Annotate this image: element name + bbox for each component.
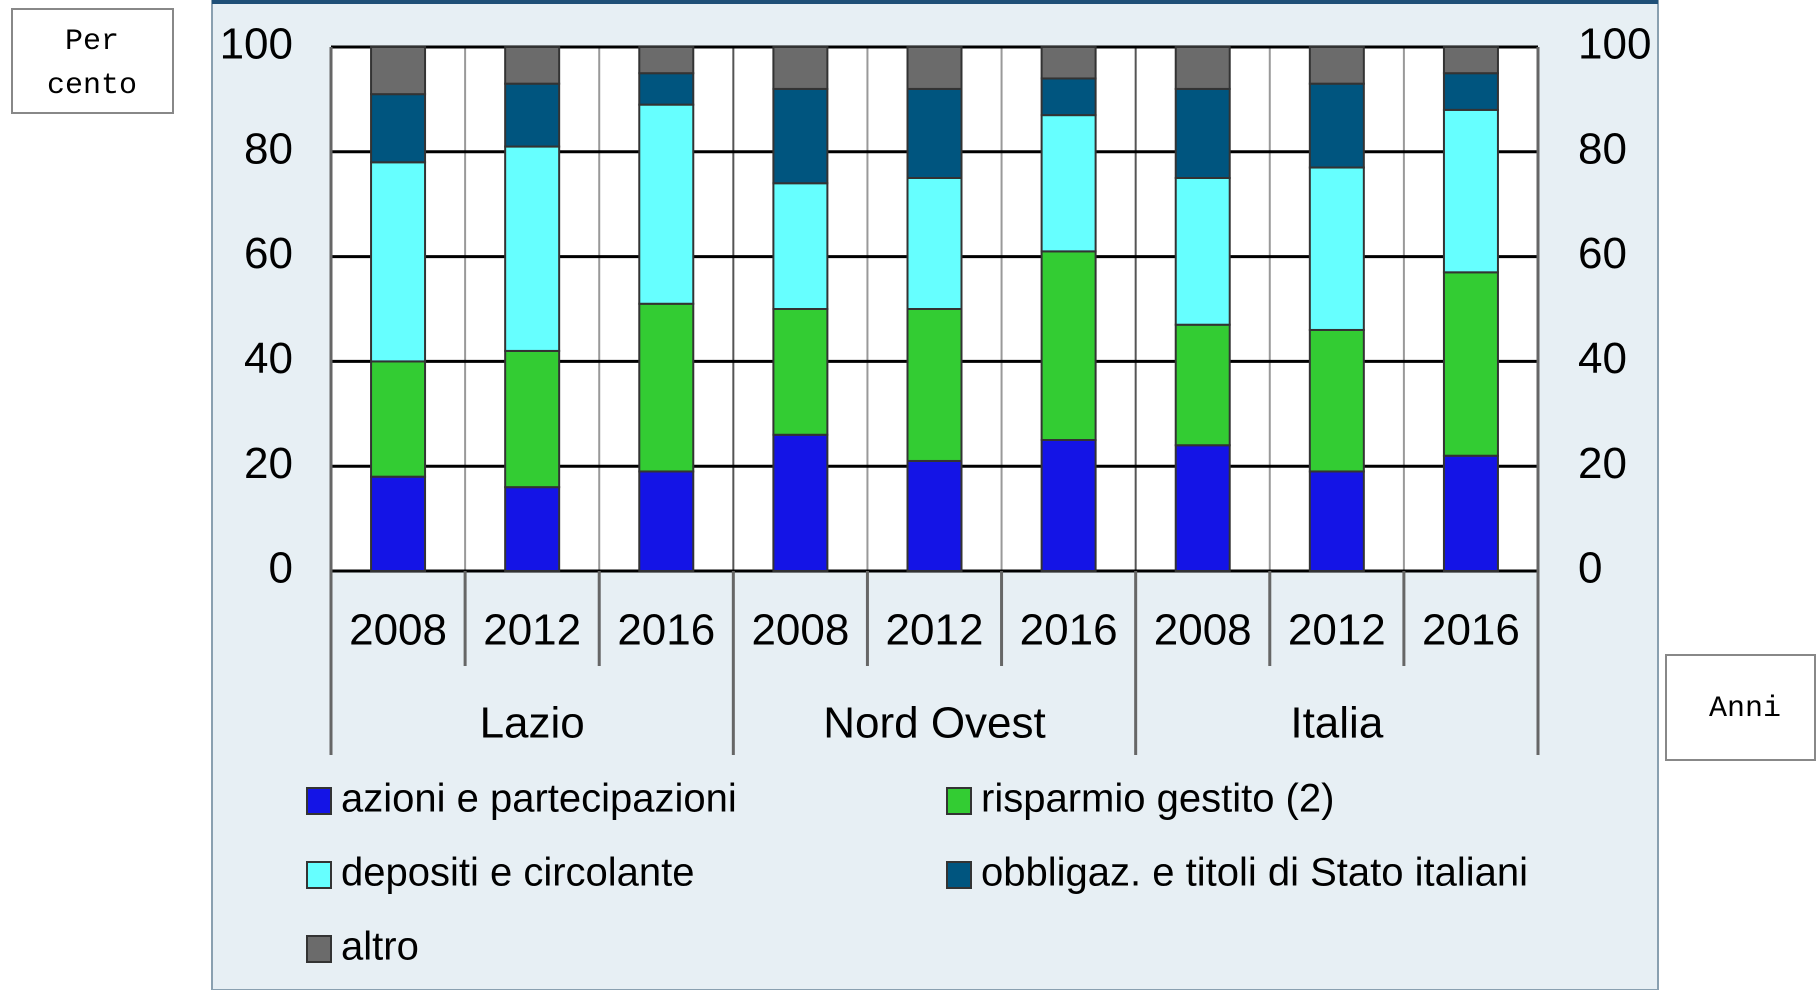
bar-segment: [504, 46, 561, 85]
bar-segment: [906, 459, 963, 572]
y2-tick-label: 80: [1578, 124, 1627, 173]
bar-segment: [1174, 444, 1231, 572]
legend-label: altro: [341, 925, 419, 969]
x-tick-label: 2008: [751, 606, 849, 655]
bar-segment: [1040, 114, 1097, 253]
group-label: Lazio: [480, 699, 585, 748]
y2-tick-label: 0: [1578, 544, 1602, 593]
x-tick-label: 2016: [1422, 606, 1520, 655]
y2-tick-label: 100: [1578, 20, 1651, 69]
bar-segment: [772, 87, 829, 185]
legend-swatch: [946, 861, 972, 889]
x-label-box: [1665, 654, 1816, 761]
y-tick-label: 100: [220, 20, 293, 69]
bar-segment: [370, 360, 427, 478]
bar-segment: [1308, 470, 1365, 572]
bar-segment: [1442, 46, 1499, 75]
bar-segment: [504, 349, 561, 489]
bar-segment: [638, 46, 695, 75]
x-tick-label: 2012: [886, 606, 984, 655]
group-label: Italia: [1290, 699, 1383, 748]
bar-segment: [1308, 82, 1365, 169]
x-tick-label: 2016: [617, 606, 715, 655]
legend-label: azioni e partecipazioni: [341, 777, 737, 821]
legend-label: obbligaz. e titoli di Stato italiani: [981, 851, 1528, 895]
bar-segment: [1442, 72, 1499, 111]
bar-segment: [638, 302, 695, 473]
bar-segment: [906, 308, 963, 462]
bar-segment: [370, 46, 427, 96]
bar-segment: [1308, 166, 1365, 331]
bar-segment: [1174, 46, 1231, 90]
y-tick-label: 20: [244, 439, 293, 488]
bar-segment: [1040, 439, 1097, 572]
y2-tick-label: 60: [1578, 229, 1627, 278]
bar-segment: [1442, 454, 1499, 572]
legend-swatch: [306, 935, 332, 963]
y-label-box: [11, 8, 174, 114]
bar-segment: [1040, 46, 1097, 80]
legend-swatch: [306, 861, 332, 889]
bar-segment: [370, 161, 427, 363]
bar-segment: [1308, 328, 1365, 473]
bar-segment: [1174, 177, 1231, 326]
group-label: Nord Ovest: [823, 699, 1046, 748]
bar-segment: [772, 308, 829, 436]
y-tick-label: 40: [244, 334, 293, 383]
y-tick-label: 0: [269, 544, 293, 593]
y2-tick-label: 20: [1578, 439, 1627, 488]
bar-segment: [772, 46, 829, 90]
bar-segment: [504, 82, 561, 148]
x-tick-label: 2012: [483, 606, 581, 655]
y-tick-label: 60: [244, 229, 293, 278]
y2-tick-label: 40: [1578, 334, 1627, 383]
x-tick-label: 2012: [1288, 606, 1386, 655]
bar-segment: [638, 470, 695, 572]
legend-label: risparmio gestito (2): [981, 777, 1334, 821]
bar-segment: [906, 87, 963, 179]
legend-label: depositi e circolante: [341, 851, 695, 895]
bar-segment: [1308, 46, 1365, 85]
bar-segment: [638, 103, 695, 305]
bar-segment: [638, 72, 695, 106]
legend-swatch: [946, 787, 972, 815]
bar-segment: [772, 433, 829, 573]
y-tick-label: 80: [244, 124, 293, 173]
x-tick-label: 2016: [1020, 606, 1118, 655]
bar-segment: [370, 93, 427, 164]
x-tick-label: 2008: [349, 606, 447, 655]
bar-segment: [772, 182, 829, 311]
x-axis-label: Anni: [1709, 692, 1781, 726]
bar-segment: [504, 145, 561, 352]
bar-segment: [1174, 87, 1231, 179]
y-axis-label: Per cento: [47, 25, 137, 103]
bar-segment: [1174, 323, 1231, 447]
x-tick-label: 2008: [1154, 606, 1252, 655]
bar-segment: [906, 46, 963, 90]
bar-segment: [1442, 108, 1499, 274]
bar-segment: [1040, 77, 1097, 117]
bar-segment: [906, 177, 963, 310]
bar-segment: [1040, 250, 1097, 441]
bar-segment: [370, 475, 427, 572]
bar-segment: [1442, 271, 1499, 457]
bar-segment: [504, 486, 561, 572]
legend-swatch: [306, 787, 332, 815]
